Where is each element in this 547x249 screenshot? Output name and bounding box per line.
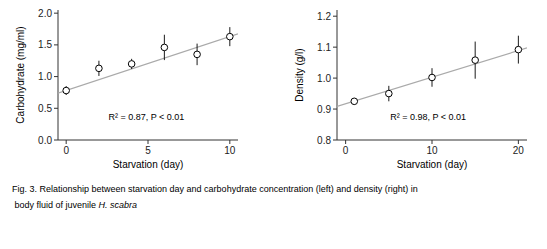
caption: H. scabra bbox=[99, 200, 138, 210]
y-axis-label: Density (g/l) bbox=[294, 48, 305, 101]
y-tick bbox=[333, 140, 337, 141]
y-tick bbox=[54, 13, 58, 14]
y-tick bbox=[54, 44, 58, 45]
y-tick-label: 1.2 bbox=[317, 11, 331, 22]
x-tick bbox=[432, 140, 433, 144]
point bbox=[429, 74, 436, 81]
x-tick-label: 0 bbox=[343, 145, 349, 156]
x-tick bbox=[229, 140, 230, 144]
regression-line bbox=[337, 48, 527, 107]
y-axis bbox=[337, 10, 338, 140]
y-tick bbox=[333, 16, 337, 17]
caption: Fig. 3. Relationship between starvation … bbox=[12, 184, 418, 194]
panel: 0 10 20 0.8 0.9 1.0 1.1 1.2 Starvation (day) Dens… bbox=[294, 10, 527, 170]
y-tick-label: 1.0 bbox=[317, 73, 331, 84]
point bbox=[194, 51, 201, 58]
y-tick bbox=[333, 47, 337, 48]
x-tick bbox=[66, 140, 67, 144]
caption-line: body fluid of juvenile H. scabra bbox=[12, 200, 137, 210]
y-tick-label: 0.8 bbox=[317, 135, 331, 146]
point bbox=[472, 57, 479, 64]
x-tick-label: 5 bbox=[145, 145, 151, 156]
regression-line bbox=[58, 34, 238, 93]
caption: body fluid of juvenile bbox=[12, 200, 99, 210]
y-tick-label: 0.0 bbox=[38, 135, 52, 146]
y-tick-label: 1.5 bbox=[38, 39, 52, 50]
x-tick bbox=[518, 140, 519, 144]
y-tick bbox=[54, 76, 58, 77]
point bbox=[515, 46, 522, 53]
point bbox=[128, 61, 135, 68]
y-tick bbox=[54, 108, 58, 109]
point bbox=[386, 90, 393, 97]
point bbox=[96, 65, 103, 72]
x-tick-label: 0 bbox=[63, 145, 69, 156]
y-tick-label: 0.9 bbox=[317, 104, 331, 115]
y-axis-label: Carbohydrate (mg/ml) bbox=[15, 26, 26, 123]
y-tick-label: 1.0 bbox=[38, 71, 52, 82]
x-tick bbox=[345, 140, 346, 144]
x-tick-label: 10 bbox=[426, 145, 438, 156]
plot-area bbox=[337, 36, 527, 107]
point bbox=[63, 87, 70, 94]
y-tick-label: 0.5 bbox=[38, 103, 52, 114]
x-tick-label: 20 bbox=[513, 145, 525, 156]
y-axis bbox=[58, 10, 59, 140]
point bbox=[161, 44, 168, 51]
y-tick-label: 2.0 bbox=[38, 8, 52, 19]
y-tick bbox=[54, 140, 58, 141]
panel: 0 5 10 0.0 0.5 1.0 1.5 2.0 Starvation (day) Carbo… bbox=[15, 8, 238, 170]
plot-area bbox=[58, 27, 238, 95]
x-axis-label: Starvation (day) bbox=[113, 159, 184, 170]
figure: 0 5 10 0.0 0.5 1.0 1.5 2.0 Starvation (day) Carbo… bbox=[0, 0, 547, 249]
annotation: R² = 0.87, P < 0.01 bbox=[108, 112, 184, 122]
x-axis-label: Starvation (day) bbox=[397, 159, 468, 170]
point bbox=[227, 33, 234, 40]
y-tick bbox=[333, 109, 337, 110]
x-tick-label: 10 bbox=[224, 145, 236, 156]
annotation: R² = 0.98, P < 0.01 bbox=[390, 112, 466, 122]
y-tick-label: 1.1 bbox=[317, 42, 331, 53]
y-tick bbox=[333, 78, 337, 79]
x-tick bbox=[148, 140, 149, 144]
point bbox=[351, 98, 358, 105]
